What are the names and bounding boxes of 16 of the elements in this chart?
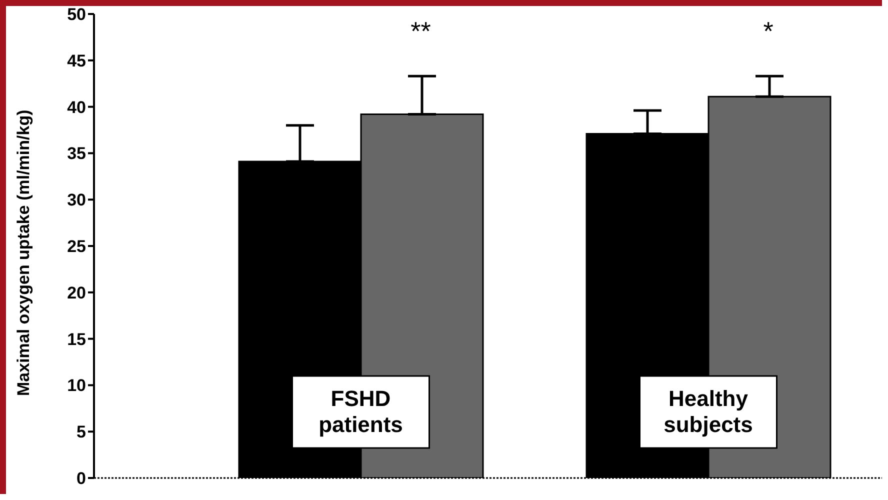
annotation: *: [763, 16, 774, 46]
y-tick-label: 15: [67, 330, 86, 349]
x-tick-label: Healthy subjects: [664, 386, 753, 437]
y-tick-label: 20: [67, 283, 86, 302]
y-tick-label: 50: [67, 5, 86, 24]
annotation: **: [410, 16, 431, 46]
y-axis-title: Maximal oxygen uptake (ml/min/kg): [14, 110, 34, 396]
y-tick-label: 10: [67, 376, 86, 396]
y-tick-label: 25: [67, 237, 86, 256]
y-tick-label: 5: [76, 422, 86, 442]
y-tick-label: 40: [67, 98, 86, 117]
y-tick-label: 30: [67, 190, 86, 210]
x-tick-label: FSHD patients: [318, 386, 403, 437]
y-tick-label: 45: [67, 51, 86, 70]
y-tick-label: 35: [67, 144, 86, 164]
y-tick-label: 0: [76, 469, 86, 488]
